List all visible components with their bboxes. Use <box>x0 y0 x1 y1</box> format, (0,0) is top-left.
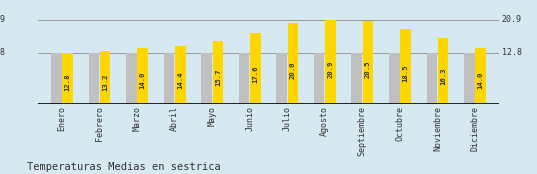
Text: 13.2: 13.2 <box>102 73 108 91</box>
Text: 18.5: 18.5 <box>403 64 409 82</box>
Text: Temperaturas Medias en sestrica: Temperaturas Medias en sestrica <box>27 162 221 172</box>
Text: 20.5: 20.5 <box>365 61 371 78</box>
Bar <box>352 53 362 104</box>
Bar <box>175 46 185 104</box>
Bar <box>288 23 298 104</box>
Text: 20.9: 20.9 <box>502 15 522 24</box>
Text: 17.6: 17.6 <box>252 66 258 83</box>
Bar <box>325 20 336 104</box>
Text: 12.8: 12.8 <box>0 48 5 57</box>
Text: 20.9: 20.9 <box>328 60 333 78</box>
Text: 20.0: 20.0 <box>290 62 296 79</box>
Bar <box>438 38 448 104</box>
Bar <box>250 33 260 104</box>
Text: 12.8: 12.8 <box>502 48 522 57</box>
Bar <box>239 53 249 104</box>
Bar <box>100 51 111 104</box>
Bar <box>426 53 437 104</box>
Text: 14.4: 14.4 <box>177 71 183 89</box>
Bar <box>51 53 62 104</box>
Bar <box>62 53 73 104</box>
Bar <box>464 53 475 104</box>
Text: 20.9: 20.9 <box>0 15 5 24</box>
Bar <box>126 53 137 104</box>
Text: 14.0: 14.0 <box>140 72 146 89</box>
Bar <box>475 48 486 104</box>
Bar <box>213 41 223 104</box>
Bar <box>389 53 400 104</box>
Bar <box>400 29 411 104</box>
Bar <box>362 21 373 104</box>
Bar <box>201 53 212 104</box>
Text: 12.8: 12.8 <box>64 74 71 91</box>
Bar <box>164 53 175 104</box>
Bar <box>314 53 324 104</box>
Text: 14.0: 14.0 <box>477 72 484 89</box>
Bar <box>277 53 287 104</box>
Text: 16.3: 16.3 <box>440 68 446 85</box>
Bar <box>137 48 148 104</box>
Bar <box>89 53 99 104</box>
Text: 15.7: 15.7 <box>215 69 221 86</box>
